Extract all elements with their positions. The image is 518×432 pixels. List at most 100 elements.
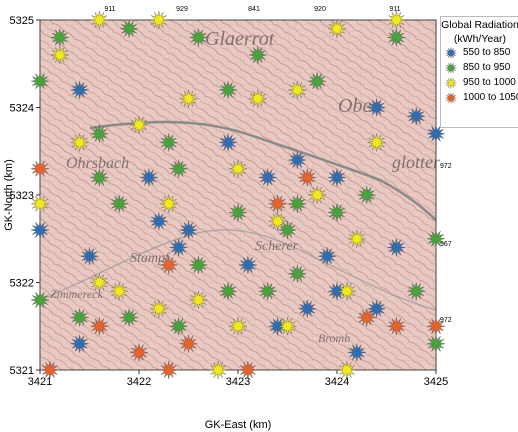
data-point-1-25	[308, 72, 327, 91]
data-point-2-19	[278, 317, 297, 336]
top-map-label-4: 911	[389, 6, 400, 13]
data-point-0-3	[407, 107, 426, 126]
data-point-3-3	[298, 168, 317, 187]
data-point-2-23	[367, 133, 386, 152]
y-tick-label-3: 5324	[10, 103, 34, 115]
basemap-labels: Glaerrot Ober Ohrsbach glotter Stampf Scherer…	[50, 28, 441, 345]
data-point-3-8	[129, 343, 149, 362]
data-point-1-4	[248, 45, 267, 65]
legend-entry-label-2: 950 to 1000	[463, 77, 516, 88]
x-tick-label-3: 3424	[325, 376, 349, 388]
valley-road	[89, 120, 437, 221]
data-point-0-5	[30, 220, 50, 240]
data-point-2-25	[337, 360, 356, 380]
data-point-0-8	[258, 168, 277, 187]
legend: Global Radiation (kWh/Year) 550 to 850 85…	[440, 16, 518, 128]
data-point-3-2	[268, 194, 287, 213]
data-point-2-14	[347, 229, 366, 248]
data-point-1-17	[169, 317, 188, 336]
data-point-1-10	[228, 203, 248, 222]
data-point-1-12	[327, 203, 347, 222]
data-point-3-10	[238, 360, 257, 380]
basemap-label-1: Ober	[338, 95, 379, 117]
top-map-label-0: 911	[104, 6, 115, 13]
radiation-points	[30, 10, 446, 380]
basemap-label-7: Bromb	[318, 331, 350, 345]
legend-entry-1: 850 to 950	[445, 60, 518, 75]
x-tick-label-2: 3423	[226, 376, 250, 388]
data-point-0-14	[169, 238, 188, 257]
data-point-3-11	[159, 360, 178, 380]
right-map-label-1: 972	[440, 163, 452, 170]
y-tick-label-4: 5325	[10, 15, 34, 27]
top-map-label-1: 929	[176, 6, 188, 13]
data-point-1-2	[120, 19, 139, 38]
data-point-2-24	[209, 360, 228, 380]
legend-entry-label-0: 550 to 850	[463, 47, 511, 58]
data-point-0-13	[80, 247, 99, 266]
x-tick-label-1: 3422	[127, 376, 151, 388]
data-point-3-12	[40, 360, 59, 380]
data-point-0-2	[367, 98, 386, 117]
data-point-0-4	[426, 124, 446, 143]
right-map-label-2: 967	[440, 241, 452, 248]
data-point-2-11	[159, 194, 178, 213]
data-point-1-20	[288, 264, 307, 283]
data-point-1-6	[159, 133, 178, 152]
data-point-0-21	[367, 299, 386, 318]
legend-star-icon-3	[445, 91, 457, 104]
data-point-2-8	[288, 80, 307, 100]
data-point-3-4	[357, 308, 376, 327]
data-point-2-17	[189, 290, 208, 310]
data-point-2-1	[149, 10, 168, 30]
basemap-label-2: Ohrsbach	[66, 155, 129, 172]
data-point-1-15	[30, 290, 50, 310]
data-point-0-20	[298, 299, 317, 318]
data-point-2-5	[70, 133, 89, 152]
top-map-label-2: 841	[248, 6, 260, 13]
data-point-0-0	[70, 80, 89, 100]
data-point-0-7	[149, 212, 168, 231]
data-point-3-7	[90, 317, 109, 336]
data-point-1-27	[288, 194, 307, 213]
legend-entry-3: 1000 to 1050	[445, 90, 518, 105]
data-point-0-9	[387, 238, 406, 257]
y-axis-label: GK-North (km)	[3, 159, 15, 231]
data-point-1-7	[90, 168, 109, 187]
data-point-0-22	[347, 343, 366, 362]
basemap-label-5: Scherer	[255, 239, 299, 254]
legend-star-icon-1	[445, 61, 457, 74]
data-point-3-9	[179, 334, 198, 353]
data-point-1-26	[387, 28, 406, 47]
legend-entry-2: 950 to 1000	[445, 75, 518, 90]
data-point-1-18	[219, 282, 238, 301]
x-tick-label-0: 3421	[28, 376, 52, 388]
data-point-2-0	[90, 10, 109, 30]
data-point-2-9	[129, 115, 149, 135]
data-point-0-19	[70, 334, 89, 353]
data-point-1-16	[120, 308, 139, 327]
data-point-1-23	[70, 308, 89, 327]
data-point-1-14	[426, 229, 446, 248]
legend-star-icon-0	[445, 46, 457, 59]
data-point-1-9	[169, 159, 188, 178]
data-point-1-19	[258, 282, 277, 301]
basemap-label-3: glotter	[392, 152, 441, 172]
right-map-label-3: 972	[440, 317, 452, 324]
x-axis-label: GK-East (km)	[205, 419, 272, 431]
data-point-0-12	[318, 247, 337, 266]
data-point-1-28	[189, 255, 208, 275]
data-point-2-6	[179, 89, 198, 108]
data-point-1-24	[219, 80, 238, 100]
legend-entry-label-1: 850 to 950	[463, 62, 511, 73]
basemap-label-6: Zimmereck	[50, 287, 104, 301]
data-point-2-7	[248, 89, 267, 108]
legend-star-icon-2	[445, 76, 457, 89]
data-point-1-8	[110, 194, 129, 213]
data-point-2-21	[149, 299, 168, 318]
data-point-2-3	[387, 10, 406, 30]
data-point-2-2	[327, 19, 347, 38]
data-point-1-13	[357, 185, 376, 205]
y-tick-label-1: 5322	[10, 278, 34, 290]
